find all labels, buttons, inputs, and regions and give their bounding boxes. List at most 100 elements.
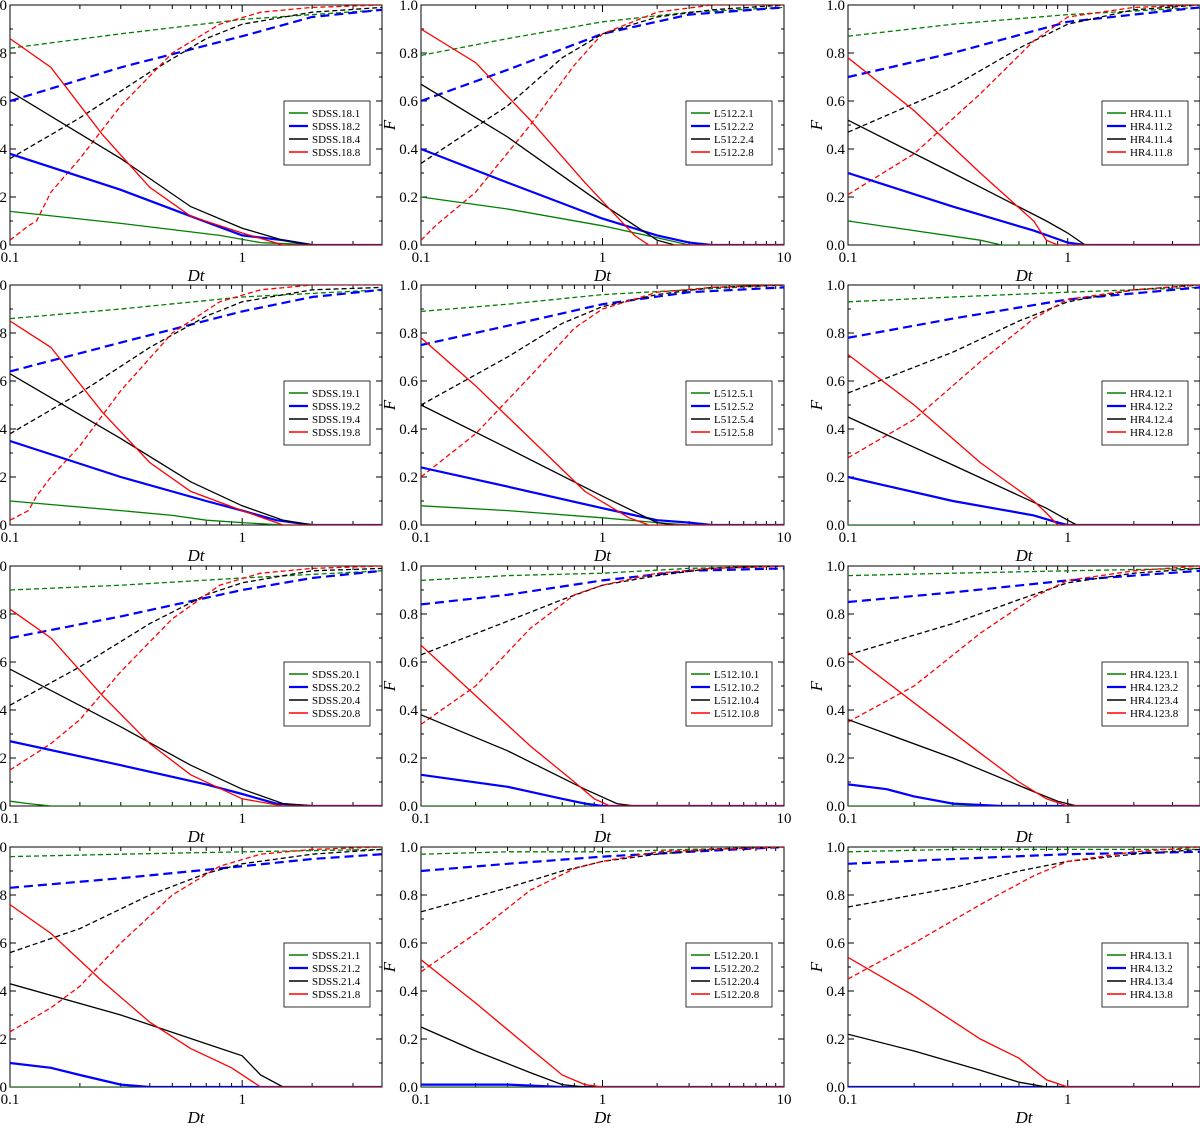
y-tick-label: 0.2 — [826, 1032, 845, 1048]
chart-panel: 0.00.20.40.60.81.00.1 1 10DtFL512.2.1L512.… — [380, 0, 792, 285]
y-tick-label: 1.0 — [0, 840, 7, 856]
legend-label: L512.20.8 — [714, 989, 760, 1001]
legend-label: HR4.13.4 — [1130, 976, 1173, 988]
series-dashed-line — [421, 285, 784, 406]
x-tick-label: 0.1 — [1, 1092, 20, 1108]
series-dashed-line — [421, 6, 784, 57]
legend-label: SDSS.21.4 — [312, 976, 361, 988]
y-tick-label: 0.2 — [0, 470, 7, 486]
series-dashed-line — [848, 286, 1200, 339]
series-solid-line — [10, 608, 382, 806]
x-tick-label: 1 — [599, 811, 607, 827]
x-tick-label: 10 — [777, 1092, 792, 1108]
x-tick-label: 1 — [1064, 530, 1072, 546]
y-tick-label: 1.0 — [826, 559, 845, 575]
series-solid-line — [421, 773, 784, 806]
y-tick-label: 0.4 — [399, 422, 418, 438]
legend-label: L512.10.8 — [714, 708, 760, 720]
y-tick-label: 0.2 — [0, 190, 7, 206]
legend-label: HR4.123.4 — [1130, 695, 1179, 707]
series-solid-line — [848, 119, 1200, 245]
series-dashed-line — [848, 5, 1200, 133]
series-dashed-line — [421, 566, 784, 725]
legend-label: HR4.12.2 — [1130, 401, 1173, 413]
legend-label: SDSS.21.1 — [312, 950, 360, 962]
series-solid-line — [10, 668, 382, 806]
y-tick-label: 0.6 — [826, 655, 845, 671]
series-dashed-line — [848, 566, 1200, 723]
series-dashed-line — [10, 848, 382, 858]
x-tick-label: 1 — [1064, 811, 1072, 827]
legend-label: SDSS.18.4 — [312, 134, 361, 146]
y-tick-label: 0.6 — [399, 655, 418, 671]
x-tick-label: 1 — [599, 1092, 607, 1108]
legend-label: SDSS.20.8 — [312, 708, 361, 720]
series-solid-line — [848, 783, 1200, 806]
series-solid-line — [10, 500, 382, 525]
series-dashed-line — [10, 853, 382, 889]
y-tick-label: 0.2 — [0, 1032, 7, 1048]
legend-label: L512.10.4 — [714, 695, 760, 707]
y-tick-label: 0.6 — [399, 936, 418, 952]
x-tick-label: 1 — [599, 530, 607, 546]
legend-box — [1101, 661, 1189, 727]
series-solid-line — [848, 956, 1200, 1087]
y-axis-title: F — [380, 399, 399, 411]
series-dashed-line — [421, 286, 784, 347]
y-tick-label: 0.8 — [826, 46, 845, 62]
series-solid-line — [421, 196, 784, 245]
legend-label: L512.5.2 — [714, 401, 754, 413]
y-tick-label: 0.2 — [399, 470, 418, 486]
x-axis-title: Dt — [593, 266, 612, 285]
x-tick-label: 1 — [599, 250, 607, 266]
series-solid-line — [848, 475, 1200, 525]
x-tick-label: 1 — [238, 1092, 246, 1108]
series-dashed-line — [421, 566, 784, 656]
y-axis-title: F — [380, 680, 399, 692]
legend-label: SDSS.21.2 — [312, 963, 360, 975]
y-tick-label: 0.2 — [399, 1032, 418, 1048]
series-dashed-line — [10, 5, 382, 241]
series-solid-line — [10, 983, 382, 1087]
x-tick-label: 0.1 — [1, 250, 20, 266]
series-dashed-line — [848, 285, 1200, 459]
x-axis-title: Dt — [187, 827, 206, 846]
y-tick-label: 0.6 — [826, 936, 845, 952]
y-axis-title: F — [807, 680, 826, 692]
x-tick-label: 10 — [777, 250, 792, 266]
legend-label: SDSS.18.1 — [312, 108, 360, 120]
legend-label: L512.2.1 — [714, 108, 754, 120]
y-axis-title: F — [807, 119, 826, 131]
legend-label: HR4.12.1 — [1130, 388, 1173, 400]
series-dashed-line — [10, 288, 382, 373]
y-tick-label: 0.6 — [0, 374, 8, 390]
series-dashed-line — [10, 569, 382, 640]
x-axis-title: Dt — [593, 546, 612, 565]
y-tick-label: 1.0 — [826, 278, 845, 294]
x-tick-label: 0.1 — [839, 811, 858, 827]
legend-label: SDSS.20.1 — [312, 669, 360, 681]
legend-label: SDSS.19.8 — [312, 427, 361, 439]
chart-panel: 0.00.20.40.60.81.00.1 1DtFHR4.13.1HR4.13.… — [807, 840, 1200, 1127]
x-axis-title: Dt — [1015, 266, 1034, 285]
x-tick-label: 10 — [777, 530, 792, 546]
series-dashed-line — [848, 286, 1200, 303]
y-tick-label: 0.4 — [0, 422, 8, 438]
y-tick-label: 0.4 — [399, 703, 418, 719]
y-tick-label: 0.8 — [399, 46, 418, 62]
series-dashed-line — [421, 567, 784, 606]
x-tick-label: 1 — [1064, 250, 1072, 266]
legend-box — [283, 100, 371, 166]
legend-box — [685, 100, 773, 166]
series-dashed-line — [10, 570, 382, 591]
chart-panel: 0.00.20.40.60.81.00.1 1 10DtFL512.5.1L512.… — [380, 278, 792, 565]
legend-label: SDSS.18.8 — [312, 147, 361, 159]
legend-box — [685, 661, 773, 727]
legend-label: L512.20.2 — [714, 963, 759, 975]
y-tick-label: 0.8 — [826, 888, 845, 904]
y-tick-label: 0.4 — [0, 142, 8, 158]
series-dashed-line — [421, 5, 784, 164]
legend-label: L512.2.8 — [714, 147, 754, 159]
legend-label: SDSS.19.2 — [312, 401, 360, 413]
